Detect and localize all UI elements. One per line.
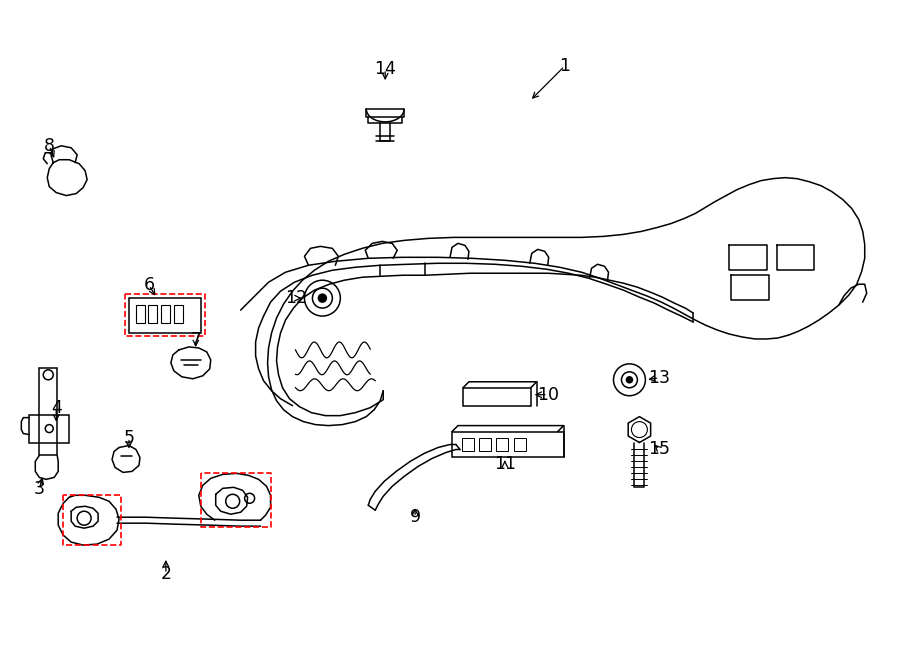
- Bar: [496, 438, 508, 451]
- Text: 2: 2: [160, 565, 171, 583]
- Bar: [129, 298, 201, 333]
- Text: 6: 6: [143, 276, 155, 294]
- Bar: [452, 432, 563, 457]
- Text: 5: 5: [123, 428, 134, 447]
- Bar: [161, 305, 170, 323]
- Text: 13: 13: [648, 369, 670, 387]
- Text: 10: 10: [536, 386, 559, 404]
- Text: 8: 8: [44, 137, 55, 155]
- Text: 15: 15: [648, 440, 670, 459]
- Bar: [174, 305, 183, 323]
- Bar: [463, 388, 531, 406]
- Bar: [514, 438, 526, 451]
- Text: 4: 4: [50, 399, 62, 416]
- Text: 9: 9: [410, 508, 420, 526]
- Text: 1: 1: [559, 57, 570, 75]
- Bar: [479, 438, 490, 451]
- Bar: [30, 414, 69, 442]
- Bar: [40, 368, 58, 455]
- Bar: [136, 305, 145, 323]
- Text: 12: 12: [285, 289, 308, 307]
- Circle shape: [626, 377, 633, 383]
- Circle shape: [319, 294, 327, 302]
- Text: 11: 11: [494, 455, 516, 473]
- Text: 3: 3: [34, 481, 45, 498]
- Text: 14: 14: [374, 60, 396, 78]
- Text: 7: 7: [190, 331, 202, 349]
- Bar: [148, 305, 157, 323]
- Bar: [462, 438, 474, 451]
